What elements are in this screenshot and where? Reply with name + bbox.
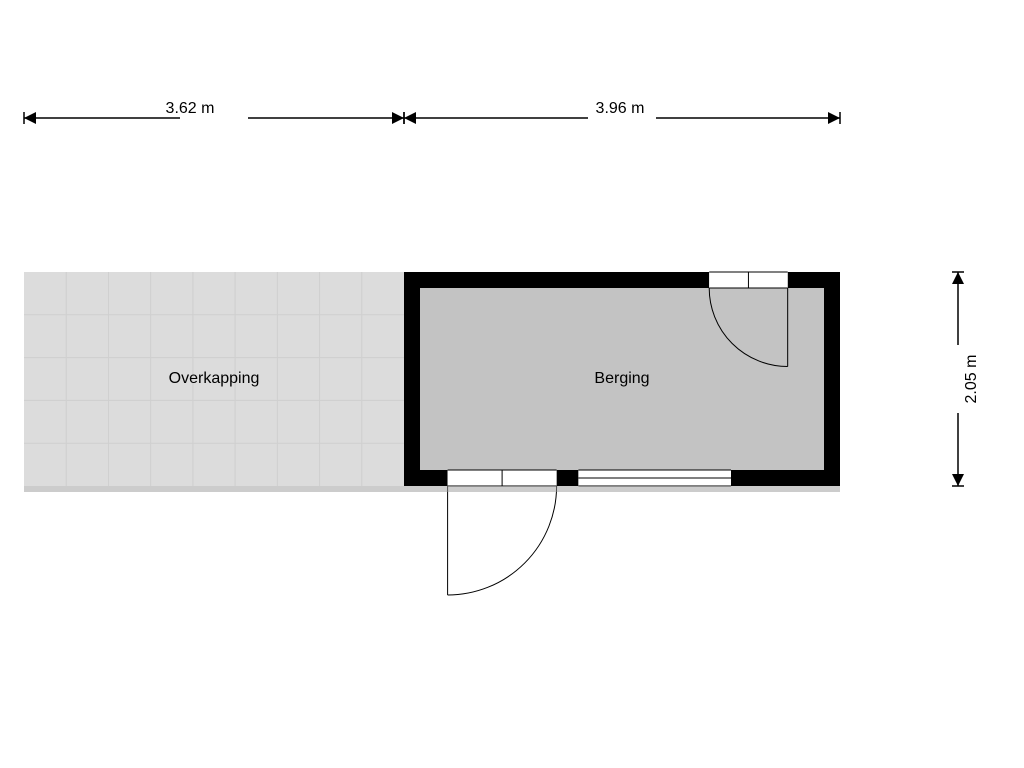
floorplan-canvas: 3.62 m 3.96 m 2.05 m Overkapping Berging (0, 0, 1024, 768)
floorplan-svg (0, 0, 1024, 768)
room-label-overkapping: Overkapping (169, 370, 260, 388)
room-label-berging: Berging (594, 370, 649, 388)
dimension-label-left: 3.62 m (166, 100, 215, 118)
dimension-label-right: 3.96 m (596, 100, 645, 118)
dimension-label-height: 2.05 m (963, 355, 981, 404)
